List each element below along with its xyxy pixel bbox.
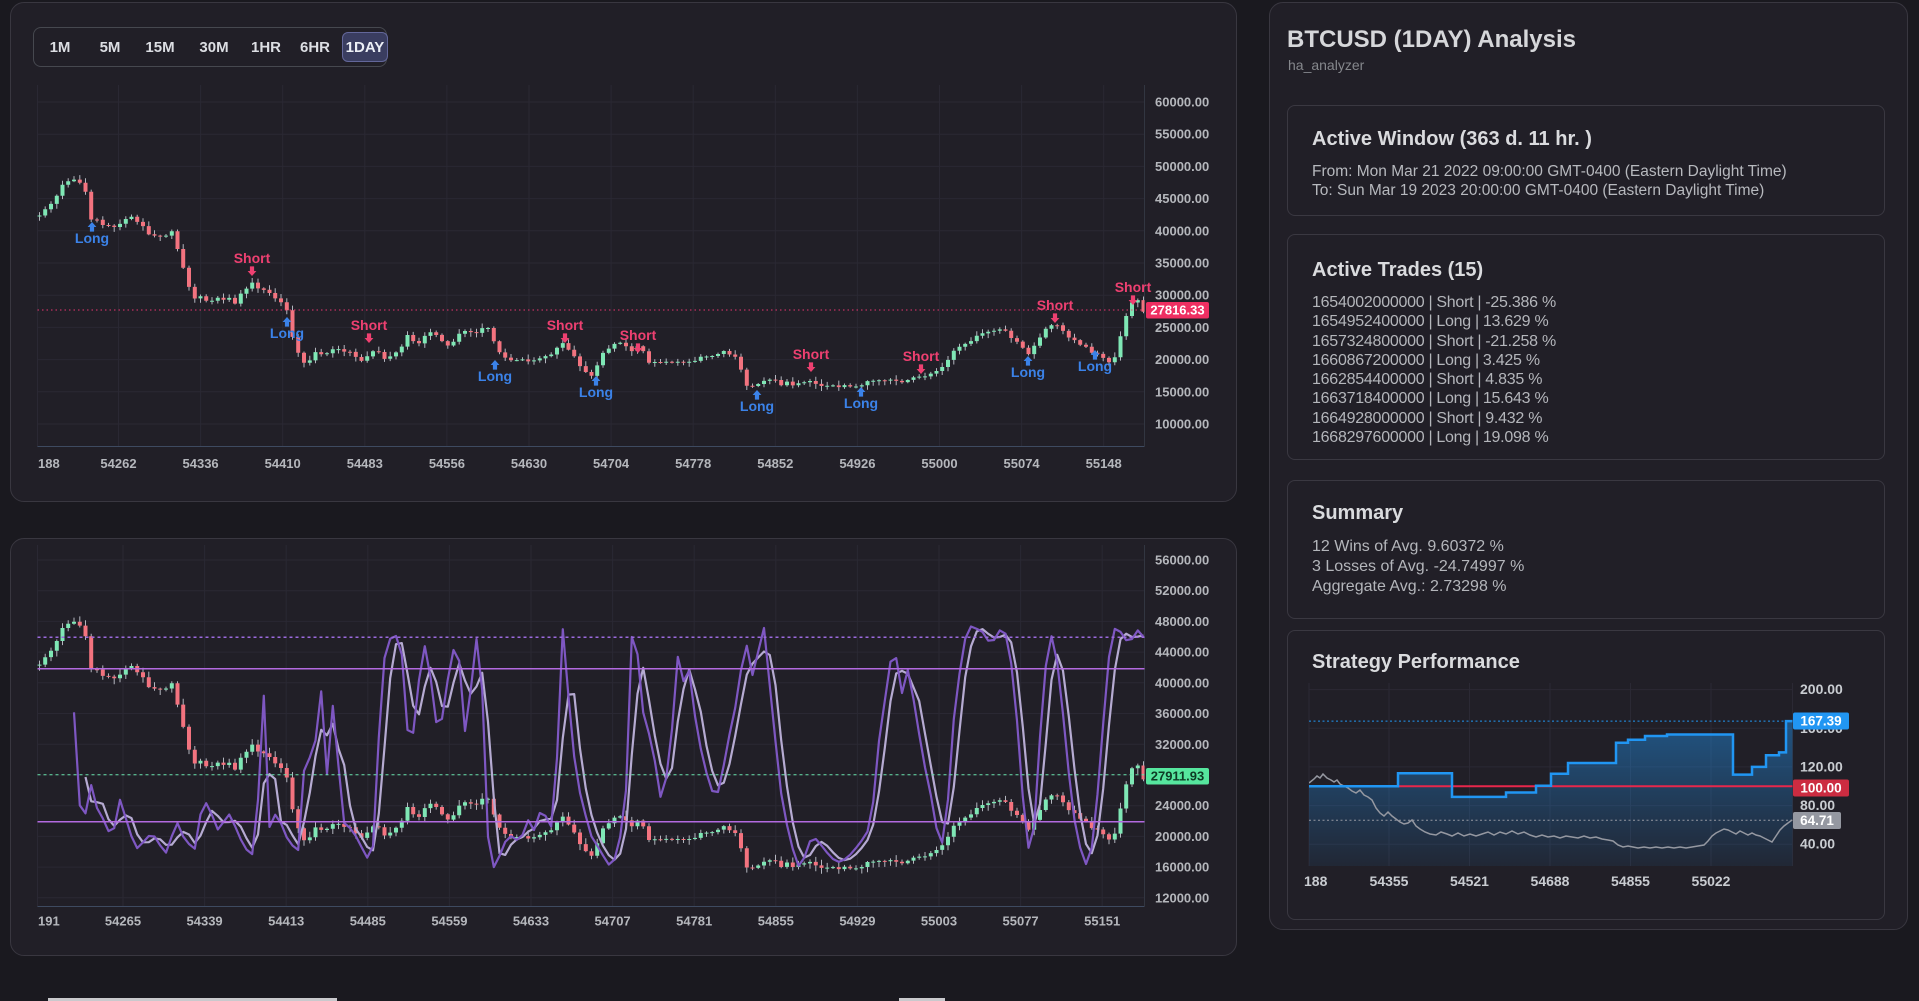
svg-text:24000.00: 24000.00 [1155, 798, 1209, 813]
svg-text:167.39: 167.39 [1800, 714, 1841, 729]
svg-text:55148: 55148 [1086, 456, 1122, 471]
svg-text:12000.00: 12000.00 [1155, 890, 1209, 905]
svg-text:25000.00: 25000.00 [1155, 320, 1209, 335]
svg-text:Short: Short [903, 348, 940, 364]
svg-text:54926: 54926 [839, 456, 875, 471]
svg-text:Short: Short [351, 317, 388, 333]
svg-text:54265: 54265 [105, 914, 141, 929]
svg-text:40000.00: 40000.00 [1155, 223, 1209, 238]
svg-text:Short: Short [547, 317, 584, 333]
svg-text:188: 188 [1304, 873, 1328, 889]
svg-text:54630: 54630 [511, 456, 547, 471]
svg-text:Long: Long [740, 398, 774, 414]
svg-text:120.00: 120.00 [1800, 758, 1843, 774]
svg-text:60000.00: 60000.00 [1155, 95, 1209, 110]
svg-text:40000.00: 40000.00 [1155, 675, 1209, 690]
svg-text:Short: Short [234, 250, 271, 266]
svg-text:45000.00: 45000.00 [1155, 191, 1209, 206]
svg-text:55022: 55022 [1692, 873, 1731, 889]
svg-text:54559: 54559 [431, 914, 467, 929]
svg-text:55074: 55074 [1004, 456, 1041, 471]
svg-text:48000.00: 48000.00 [1155, 614, 1209, 629]
svg-text:Long: Long [270, 325, 304, 341]
svg-text:54688: 54688 [1531, 873, 1570, 889]
svg-text:54413: 54413 [268, 914, 304, 929]
svg-text:32000.00: 32000.00 [1155, 737, 1209, 752]
svg-text:54778: 54778 [675, 456, 711, 471]
svg-text:54852: 54852 [757, 456, 793, 471]
svg-text:Short: Short [1115, 279, 1152, 295]
svg-text:35000.00: 35000.00 [1155, 256, 1209, 271]
svg-text:Long: Long [75, 230, 109, 246]
svg-text:54707: 54707 [595, 914, 631, 929]
svg-text:36000.00: 36000.00 [1155, 706, 1209, 721]
svg-text:15000.00: 15000.00 [1155, 384, 1209, 399]
svg-text:54855: 54855 [758, 914, 794, 929]
svg-text:10000.00: 10000.00 [1155, 417, 1209, 432]
svg-text:20000.00: 20000.00 [1155, 352, 1209, 367]
svg-text:54781: 54781 [676, 914, 712, 929]
svg-text:Short: Short [620, 327, 657, 343]
svg-text:54483: 54483 [347, 456, 383, 471]
svg-text:30000.00: 30000.00 [1155, 288, 1209, 303]
svg-text:Long: Long [579, 384, 613, 400]
svg-text:54262: 54262 [100, 456, 136, 471]
svg-text:54556: 54556 [429, 456, 465, 471]
svg-text:Short: Short [793, 346, 830, 362]
svg-text:56000.00: 56000.00 [1155, 553, 1209, 568]
svg-text:54339: 54339 [187, 914, 223, 929]
svg-text:54633: 54633 [513, 914, 549, 929]
svg-text:27911.93: 27911.93 [1151, 769, 1205, 784]
svg-text:Short: Short [1037, 297, 1074, 313]
svg-text:54704: 54704 [593, 456, 630, 471]
svg-text:188: 188 [38, 456, 60, 471]
svg-text:Long: Long [478, 368, 512, 384]
svg-text:27816.33: 27816.33 [1150, 303, 1204, 318]
svg-text:52000.00: 52000.00 [1155, 583, 1209, 598]
svg-text:Long: Long [844, 395, 878, 411]
svg-text:54929: 54929 [839, 914, 875, 929]
svg-text:191: 191 [38, 914, 60, 929]
svg-text:55077: 55077 [1003, 914, 1039, 929]
svg-text:54355: 54355 [1370, 873, 1409, 889]
svg-text:54336: 54336 [183, 456, 219, 471]
svg-text:54485: 54485 [350, 914, 386, 929]
svg-text:54410: 54410 [265, 456, 301, 471]
svg-text:200.00: 200.00 [1800, 681, 1843, 697]
svg-text:55003: 55003 [921, 914, 957, 929]
svg-text:55151: 55151 [1084, 914, 1120, 929]
svg-text:50000.00: 50000.00 [1155, 159, 1209, 174]
svg-text:55000.00: 55000.00 [1155, 127, 1209, 142]
svg-text:100.00: 100.00 [1800, 781, 1841, 796]
svg-text:80.00: 80.00 [1800, 797, 1835, 813]
svg-text:54521: 54521 [1450, 873, 1489, 889]
svg-text:44000.00: 44000.00 [1155, 645, 1209, 660]
svg-text:Long: Long [1078, 358, 1112, 374]
svg-text:55000: 55000 [921, 456, 957, 471]
svg-text:20000.00: 20000.00 [1155, 829, 1209, 844]
svg-text:54855: 54855 [1611, 873, 1650, 889]
svg-text:40.00: 40.00 [1800, 836, 1835, 852]
svg-text:64.71: 64.71 [1800, 813, 1834, 828]
svg-text:Long: Long [1011, 364, 1045, 380]
svg-text:16000.00: 16000.00 [1155, 860, 1209, 875]
